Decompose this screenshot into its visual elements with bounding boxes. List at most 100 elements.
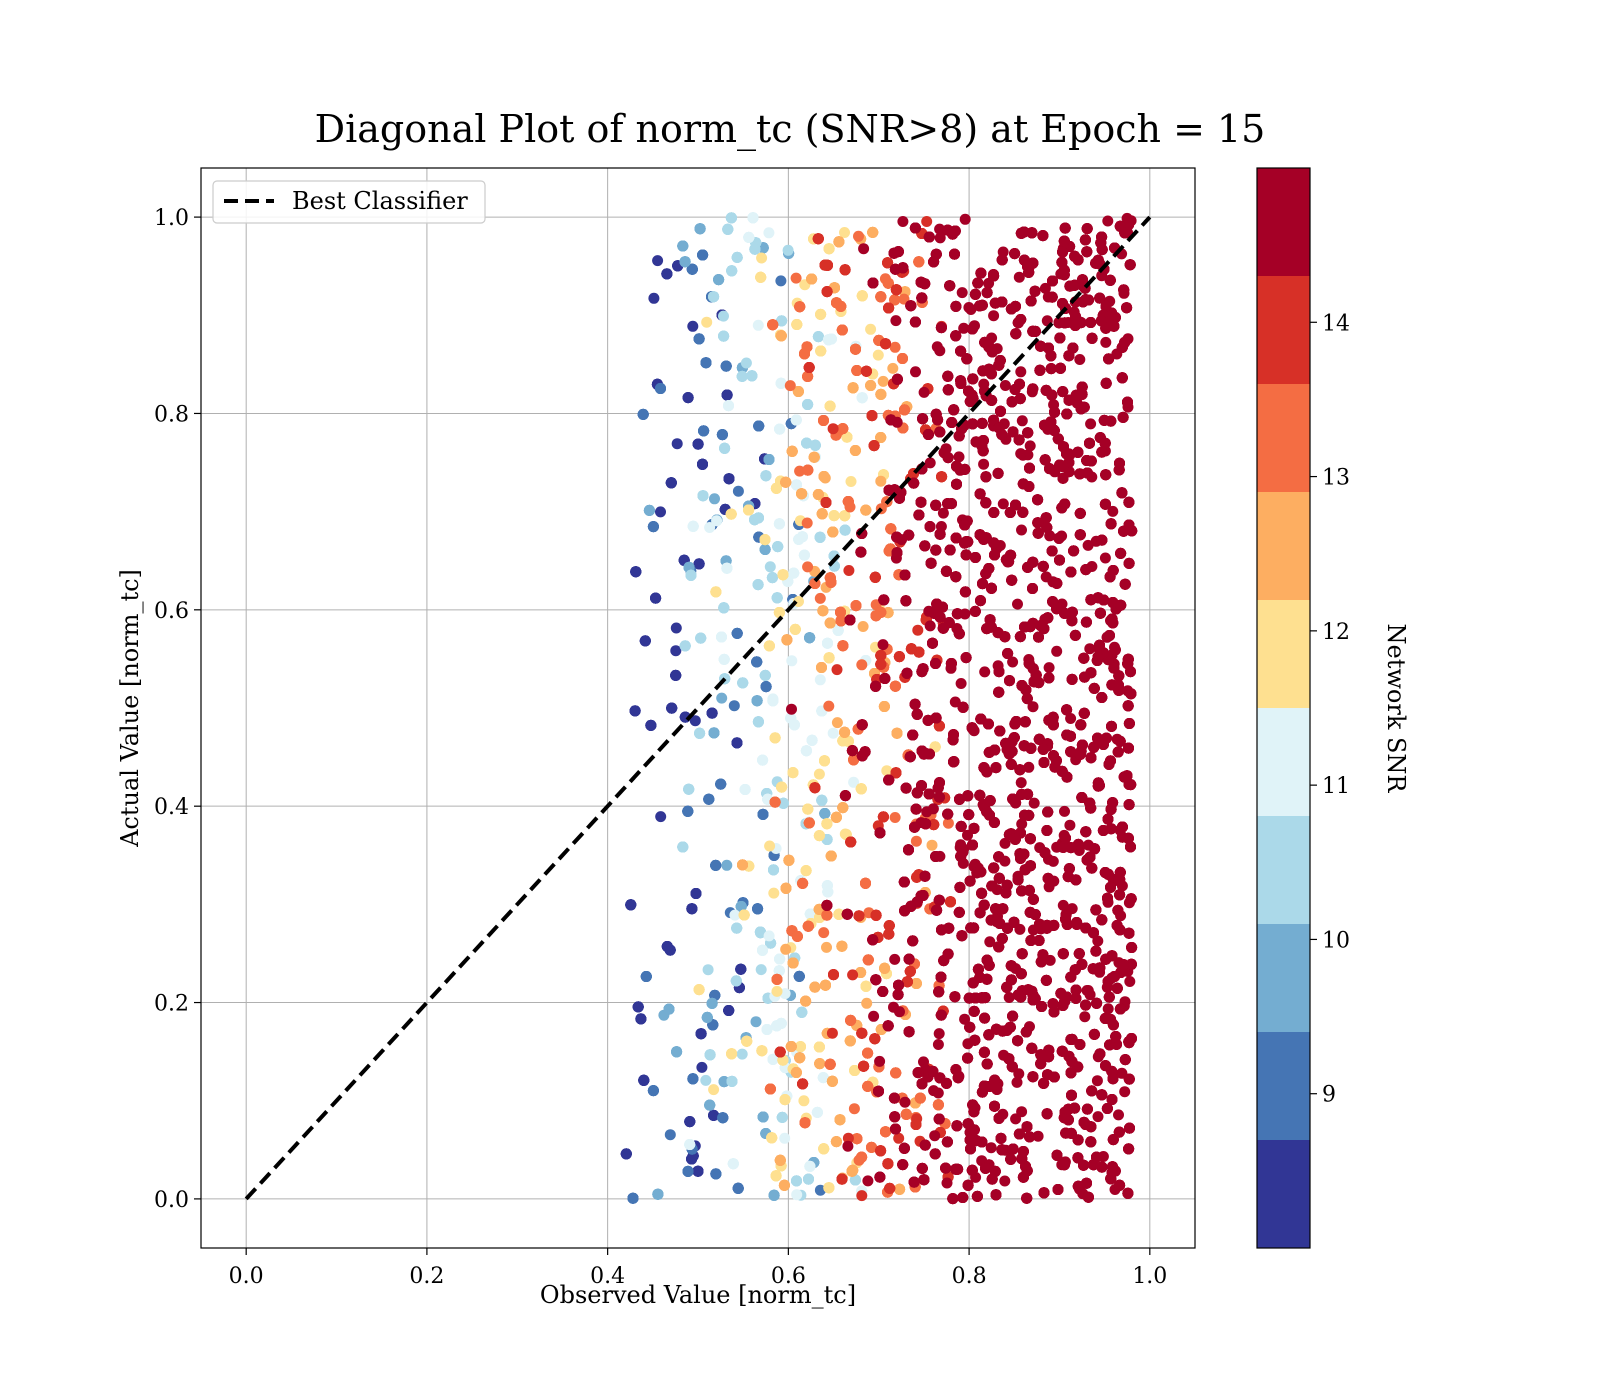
scatter-point bbox=[766, 1132, 778, 1144]
scatter-point bbox=[934, 345, 946, 357]
scatter-point bbox=[856, 290, 868, 302]
scatter-point bbox=[870, 610, 882, 622]
scatter-point bbox=[1016, 524, 1027, 536]
scatter-point bbox=[666, 702, 678, 714]
scatter-point bbox=[850, 343, 861, 355]
scatter-point bbox=[823, 243, 835, 255]
scatter-point bbox=[999, 1175, 1011, 1187]
scatter-point bbox=[682, 1165, 694, 1177]
scatter-point bbox=[821, 286, 833, 298]
scatter-point bbox=[760, 470, 772, 482]
scatter-point bbox=[812, 233, 824, 245]
scatter-point bbox=[821, 880, 833, 892]
scatter-point bbox=[700, 1074, 712, 1086]
scatter-point bbox=[709, 493, 720, 505]
scatter-point bbox=[827, 727, 839, 739]
scatter-point bbox=[679, 640, 691, 652]
scatter-point bbox=[819, 755, 830, 767]
scatter-point bbox=[715, 778, 727, 790]
scatter-point bbox=[816, 662, 827, 673]
scatter-point bbox=[775, 377, 787, 389]
scatter-point bbox=[776, 781, 788, 793]
scatter-point bbox=[729, 909, 741, 921]
scatter-point bbox=[803, 817, 815, 829]
scatter-point bbox=[752, 579, 764, 591]
scatter-point bbox=[824, 617, 836, 629]
scatter-point bbox=[764, 840, 776, 852]
scatter-point bbox=[976, 887, 988, 899]
scatter-point bbox=[772, 541, 784, 553]
scatter-point bbox=[875, 658, 887, 670]
scatter-point bbox=[817, 1072, 829, 1084]
scatter-point bbox=[798, 549, 810, 561]
scatter-point bbox=[867, 226, 879, 238]
scatter-point bbox=[802, 561, 814, 573]
scatter-point bbox=[692, 1165, 704, 1177]
scatter-point bbox=[897, 216, 909, 227]
scatter-point bbox=[741, 1035, 753, 1047]
scatter-point bbox=[750, 1016, 762, 1028]
scatter-point bbox=[775, 1017, 787, 1029]
scatter-point bbox=[913, 256, 925, 268]
scatter-point bbox=[671, 438, 683, 450]
scatter-point bbox=[985, 1142, 997, 1154]
scatter-point bbox=[698, 425, 710, 437]
scatter-point bbox=[725, 212, 737, 224]
scatter-point bbox=[1051, 645, 1063, 657]
scatter-point bbox=[894, 1006, 905, 1018]
scatter-point bbox=[882, 1158, 894, 1170]
scatter-point bbox=[1119, 1086, 1131, 1098]
scatter-point bbox=[790, 1067, 802, 1078]
scatter-point bbox=[1064, 819, 1076, 831]
scatter-point bbox=[730, 975, 742, 987]
scatter-point bbox=[869, 1033, 881, 1045]
scatter-point bbox=[825, 850, 837, 862]
scatter-point bbox=[708, 727, 720, 739]
scatter-point bbox=[767, 1053, 779, 1065]
scatter-point bbox=[710, 586, 722, 598]
scatter-point bbox=[843, 565, 855, 576]
scatter-point bbox=[1091, 1075, 1103, 1087]
scatter-point bbox=[719, 442, 731, 454]
scatter-point bbox=[718, 330, 730, 342]
scatter-point bbox=[889, 1111, 901, 1123]
scatter-point bbox=[720, 360, 732, 372]
scatter-point bbox=[777, 797, 789, 809]
scatter-point bbox=[757, 1111, 769, 1123]
scatter-point bbox=[1015, 777, 1027, 789]
scatter-point bbox=[768, 1189, 780, 1201]
scatter-point bbox=[756, 252, 768, 264]
scatter-point bbox=[868, 440, 880, 452]
scatter-point bbox=[806, 273, 818, 285]
scatter-point bbox=[692, 438, 704, 450]
scatter-point bbox=[862, 1175, 874, 1187]
scatter-point bbox=[1057, 899, 1069, 911]
scatter-point bbox=[652, 255, 664, 267]
scatter-point bbox=[875, 291, 887, 303]
scatter-point bbox=[924, 620, 936, 632]
scatter-point bbox=[794, 1052, 806, 1064]
scatter-point bbox=[847, 1164, 859, 1176]
scatter-point bbox=[747, 212, 759, 224]
scatter-point bbox=[937, 507, 949, 519]
scatter-point bbox=[645, 719, 657, 731]
scatter-point bbox=[828, 969, 839, 981]
scatter-point bbox=[825, 333, 837, 345]
scatter-point bbox=[824, 1058, 836, 1070]
scatter-point bbox=[880, 1126, 891, 1138]
scatter-point bbox=[897, 353, 908, 364]
scatter-point bbox=[791, 930, 803, 942]
scatter-point bbox=[701, 1011, 713, 1023]
scatter-point bbox=[910, 803, 922, 815]
plot-area bbox=[200, 167, 1196, 1249]
scatter-point bbox=[851, 365, 863, 376]
scatter-point bbox=[910, 1119, 922, 1130]
scatter-point bbox=[687, 320, 699, 332]
scatter-point bbox=[959, 213, 971, 225]
scatter-point bbox=[661, 941, 673, 952]
scatter-point bbox=[686, 263, 698, 275]
scatter-point bbox=[955, 678, 967, 689]
scatter-point bbox=[697, 249, 709, 261]
scatter-point bbox=[831, 664, 843, 676]
